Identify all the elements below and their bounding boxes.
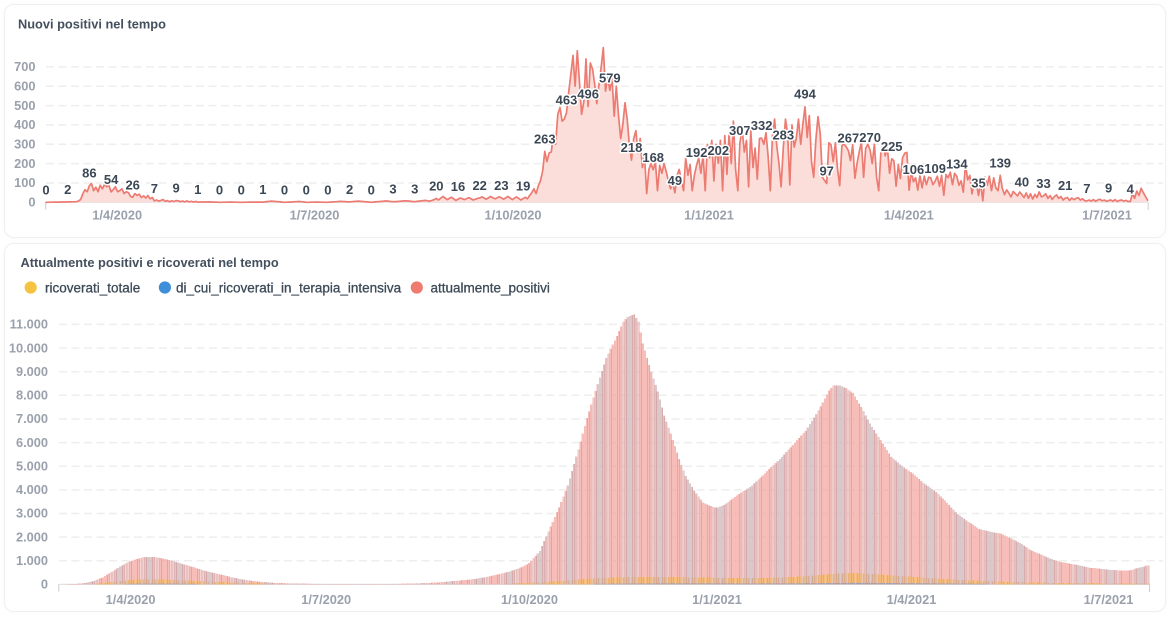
svg-text:4.000: 4.000 [16,482,48,497]
svg-text:1.000: 1.000 [16,553,48,568]
svg-text:700: 700 [14,59,35,74]
svg-text:0: 0 [216,182,223,197]
svg-text:2: 2 [346,182,353,197]
svg-text:3: 3 [411,182,418,197]
svg-text:22: 22 [472,178,486,193]
svg-text:54: 54 [104,172,119,187]
svg-text:Nuovi positivi nel tempo: Nuovi positivi nel tempo [18,17,166,32]
svg-text:307: 307 [729,123,751,138]
svg-text:300: 300 [14,137,35,152]
svg-text:579: 579 [599,70,621,85]
svg-text:2: 2 [64,182,71,197]
svg-text:1/4/2021: 1/4/2021 [884,208,934,223]
svg-text:0: 0 [281,182,288,197]
svg-text:Attualmente positivi e ricover: Attualmente positivi e ricoverati nel te… [21,255,279,270]
svg-text:20: 20 [429,178,443,193]
svg-text:9: 9 [1105,181,1112,196]
svg-text:86: 86 [82,166,96,181]
svg-text:4: 4 [1127,182,1135,197]
svg-text:500: 500 [14,98,35,113]
svg-text:1/7/2021: 1/7/2021 [1084,592,1134,607]
svg-text:1/7/2020: 1/7/2020 [301,592,351,607]
svg-text:attualmente_positivi: attualmente_positivi [431,281,550,296]
svg-text:21: 21 [1058,178,1072,193]
svg-text:134: 134 [946,156,968,171]
svg-text:97: 97 [819,164,833,179]
svg-text:192: 192 [686,145,708,160]
svg-text:200: 200 [14,156,35,171]
svg-text:3.000: 3.000 [16,506,48,521]
svg-text:270: 270 [859,130,881,145]
svg-text:496: 496 [577,86,599,101]
svg-text:1/4/2020: 1/4/2020 [92,208,142,223]
svg-text:1/10/2020: 1/10/2020 [485,208,542,223]
svg-text:400: 400 [14,117,35,132]
svg-text:23: 23 [494,178,508,193]
svg-text:0: 0 [42,182,49,197]
svg-text:19: 19 [516,179,530,194]
svg-text:0: 0 [41,577,48,592]
svg-text:7.000: 7.000 [16,411,48,426]
svg-text:1/4/2020: 1/4/2020 [106,592,156,607]
svg-text:9.000: 9.000 [16,364,48,379]
svg-text:40: 40 [1015,175,1029,190]
svg-text:ricoverati_totale: ricoverati_totale [45,281,140,296]
svg-text:332: 332 [751,118,773,133]
svg-text:16: 16 [451,179,465,194]
svg-text:33: 33 [1036,176,1050,191]
svg-text:0: 0 [303,182,310,197]
svg-text:100: 100 [14,175,35,190]
svg-text:8.000: 8.000 [16,388,48,403]
svg-text:139: 139 [989,155,1011,170]
svg-text:1/4/2021: 1/4/2021 [887,592,937,607]
svg-text:168: 168 [642,150,664,165]
svg-text:494: 494 [794,87,816,102]
svg-text:3: 3 [389,182,396,197]
svg-text:6.000: 6.000 [16,435,48,450]
svg-text:1/7/2020: 1/7/2020 [290,208,340,223]
svg-text:1: 1 [194,182,201,197]
svg-text:202: 202 [707,143,729,158]
svg-text:263: 263 [534,131,556,146]
svg-text:0: 0 [238,182,245,197]
svg-text:218: 218 [621,140,643,155]
svg-text:0: 0 [324,182,331,197]
svg-text:5.000: 5.000 [16,458,48,473]
svg-text:283: 283 [772,128,794,143]
svg-text:9: 9 [172,181,179,196]
svg-text:2.000: 2.000 [16,529,48,544]
svg-text:di_cui_ricoverati_in_terapia_i: di_cui_ricoverati_in_terapia_intensiva [176,281,402,296]
svg-text:11.000: 11.000 [10,317,48,332]
svg-text:1/1/2021: 1/1/2021 [684,208,734,223]
svg-text:0: 0 [28,195,35,210]
svg-text:7: 7 [151,181,158,196]
svg-text:35: 35 [971,176,985,191]
svg-text:106: 106 [903,162,925,177]
svg-text:49: 49 [668,173,682,188]
svg-text:1/1/2021: 1/1/2021 [692,592,742,607]
svg-text:225: 225 [881,139,903,154]
svg-text:267: 267 [838,131,860,146]
svg-text:26: 26 [125,177,139,192]
svg-text:7: 7 [1083,181,1090,196]
svg-text:600: 600 [14,78,35,93]
svg-text:10.000: 10.000 [9,340,48,355]
svg-text:1: 1 [259,182,266,197]
svg-text:1/7/2021: 1/7/2021 [1082,208,1132,223]
svg-text:1/10/2020: 1/10/2020 [501,592,558,607]
svg-text:0: 0 [368,182,375,197]
svg-text:463: 463 [556,93,578,108]
svg-text:109: 109 [924,161,946,176]
